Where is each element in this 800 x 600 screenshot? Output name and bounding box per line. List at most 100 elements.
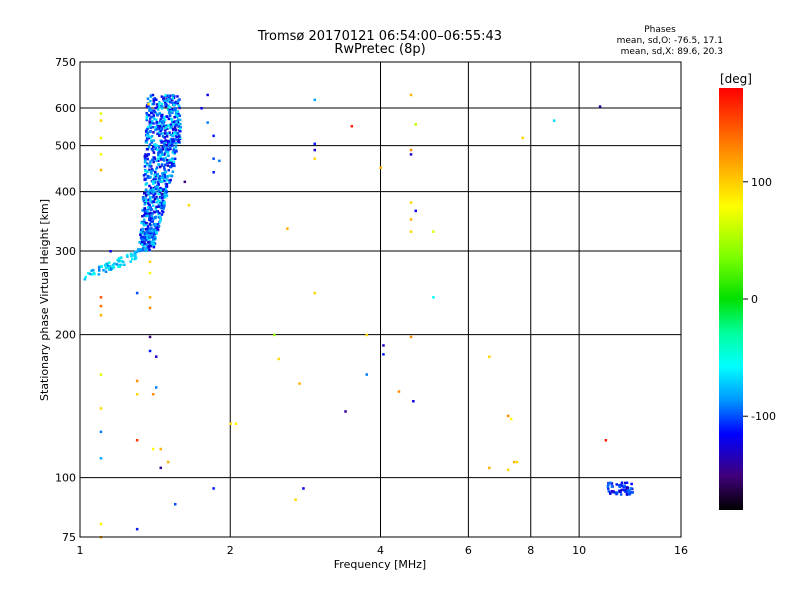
y-tick-labels: 75 100 200 300 400 500 600 750 xyxy=(55,56,76,544)
f-trace-point xyxy=(149,236,153,239)
scatter-point-67 xyxy=(409,148,413,152)
f-trace-point xyxy=(177,123,180,126)
f-trace-point xyxy=(149,160,152,163)
f-trace-point xyxy=(147,105,150,108)
f-trace-point xyxy=(162,116,166,119)
scatter-point-32 xyxy=(159,466,162,470)
f-trace-point xyxy=(149,169,153,173)
f-trace-point xyxy=(170,118,174,121)
f-trace-point xyxy=(151,212,154,215)
low-foot-point xyxy=(111,263,115,267)
f-trace-point xyxy=(148,248,151,252)
low-foot-point xyxy=(104,270,108,273)
high-freq-cluster-point xyxy=(618,489,622,493)
f-trace-point xyxy=(159,119,162,123)
f-trace-point xyxy=(179,123,182,126)
f-trace-point xyxy=(139,233,142,236)
f-trace-point xyxy=(159,148,163,151)
f-trace-point xyxy=(166,108,170,111)
f-trace-point xyxy=(153,156,156,159)
f-trace-point xyxy=(163,151,167,155)
f-trace-point xyxy=(145,148,149,151)
f-trace-point xyxy=(166,147,169,151)
scatter-point-9 xyxy=(99,407,103,410)
low-foot-point xyxy=(116,258,119,262)
low-foot-point xyxy=(98,269,101,272)
scatter-point-61 xyxy=(365,373,368,376)
high-freq-cluster-point xyxy=(622,486,625,489)
f-trace-point xyxy=(163,173,166,177)
f-trace-point xyxy=(143,203,146,206)
f-trace-point xyxy=(151,195,155,199)
f-trace-point xyxy=(151,188,155,191)
f-trace-point xyxy=(154,106,157,110)
scatter-point-29 xyxy=(155,355,158,358)
scatter-point-27 xyxy=(151,393,155,396)
scatter-point-78 xyxy=(488,355,491,358)
high-freq-cluster-point xyxy=(606,485,610,488)
f-trace-point xyxy=(175,138,178,141)
f-trace-point xyxy=(161,192,164,196)
f-trace-point xyxy=(153,192,157,195)
high-freq-cluster-point xyxy=(625,493,629,496)
f-trace-point xyxy=(150,215,154,218)
f-trace-point xyxy=(168,174,172,177)
low-foot-point xyxy=(117,265,120,268)
f-trace-point xyxy=(148,215,151,218)
scatter-point-70 xyxy=(409,218,413,221)
f-trace-point xyxy=(167,148,170,152)
scatter-point-84 xyxy=(506,468,510,472)
f-trace-point xyxy=(148,245,152,248)
f-trace-point xyxy=(148,223,152,226)
f-trace-point xyxy=(156,124,159,128)
high-freq-cluster-point xyxy=(610,490,614,493)
f-trace-point xyxy=(174,113,177,117)
f-trace-point xyxy=(136,249,140,252)
scatter-point-69 xyxy=(409,201,413,204)
f-trace-point xyxy=(148,240,152,243)
phases-x-line: mean, sd,X: 89.6, 20.3 xyxy=(621,47,723,57)
f-trace-point xyxy=(162,124,165,128)
f-trace-point xyxy=(173,108,177,111)
f-trace-point xyxy=(172,103,175,107)
scatter-point-51 xyxy=(298,382,301,385)
f-trace-point xyxy=(154,128,157,132)
f-trace-point xyxy=(143,221,146,224)
f-trace-point xyxy=(164,156,167,160)
colorbar-ticks: 100 0 -100 xyxy=(743,176,776,423)
scatter-point-30 xyxy=(155,386,158,389)
f-trace-point xyxy=(165,158,169,162)
x-axis-label: Frequency [MHz] xyxy=(334,558,426,571)
f-trace-point xyxy=(173,126,177,129)
f-trace-point xyxy=(152,145,155,149)
f-trace-point xyxy=(176,114,179,117)
f-trace-point xyxy=(143,213,147,216)
f-trace-point xyxy=(143,155,147,158)
f-trace-point xyxy=(155,201,158,204)
scatter-point-62 xyxy=(379,166,382,169)
f-trace-point xyxy=(161,172,164,175)
f-trace-point xyxy=(177,125,180,128)
f-trace-point xyxy=(149,220,153,223)
low-foot-point xyxy=(118,259,121,263)
data-points xyxy=(83,93,634,539)
f-trace-point xyxy=(157,189,161,193)
low-foot-point xyxy=(134,256,138,260)
scatter-point-72 xyxy=(409,335,413,339)
f-trace-point xyxy=(146,97,150,100)
scatter-point-11 xyxy=(99,457,103,460)
high-freq-cluster-point xyxy=(628,489,631,492)
f-trace-point xyxy=(155,231,158,235)
f-trace-point xyxy=(171,151,175,154)
f-trace-point xyxy=(149,175,152,179)
f-trace-point xyxy=(165,124,169,127)
x-tick-label-6: 6 xyxy=(465,544,472,557)
f-trace-point xyxy=(148,109,151,112)
f-trace-point xyxy=(169,94,172,97)
f-trace-point xyxy=(168,96,171,99)
f-trace-point xyxy=(171,101,174,105)
f-trace-point xyxy=(151,220,154,223)
low-foot-point xyxy=(83,278,87,281)
f-trace-point xyxy=(167,124,170,127)
scatter-point-87 xyxy=(598,105,602,108)
